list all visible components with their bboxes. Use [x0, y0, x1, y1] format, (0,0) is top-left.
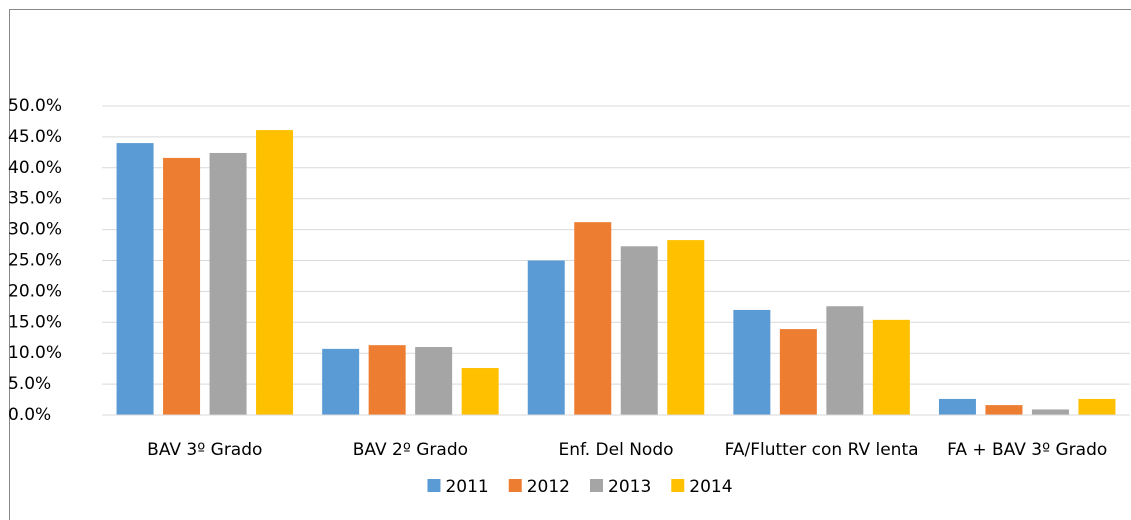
- legend-swatch: [508, 479, 522, 492]
- bar: [872, 319, 910, 415]
- bar: [116, 143, 154, 415]
- y-tick-label: 35.0%: [8, 189, 62, 209]
- x-tick-label: BAV 3º Grado: [147, 440, 262, 460]
- bar: [527, 260, 565, 415]
- bar: [415, 347, 453, 415]
- x-tick-label: BAV 2º Grado: [353, 440, 468, 460]
- y-tick-label: 30.0%: [8, 220, 62, 240]
- y-tick-label: 20.0%: [8, 281, 62, 301]
- legend-label: 2013: [608, 477, 651, 497]
- legend-label: 2011: [445, 477, 488, 497]
- bar: [574, 222, 612, 415]
- x-tick-label: Enf. Del Nodo: [558, 440, 673, 460]
- y-tick-label: 5.0%: [8, 374, 51, 394]
- bar: [779, 329, 817, 415]
- bar: [733, 309, 771, 415]
- legend-label: 2012: [527, 477, 570, 497]
- y-tick-label: 10.0%: [8, 343, 62, 363]
- legend-label: 2014: [689, 477, 732, 497]
- bar: [368, 345, 406, 415]
- x-tick-label: FA + BAV 3º Grado: [947, 440, 1107, 460]
- y-tick-label: 40.0%: [8, 158, 62, 178]
- bar: [985, 405, 1023, 415]
- y-tick-label: 50.0%: [8, 96, 62, 116]
- bar: [826, 306, 864, 415]
- bar: [1078, 398, 1116, 415]
- bar: [620, 246, 658, 415]
- bar: [461, 368, 499, 415]
- bar: [938, 398, 976, 415]
- y-tick-label: 45.0%: [8, 127, 62, 147]
- bar: [209, 152, 247, 415]
- bar: [163, 157, 201, 416]
- bar: [1031, 409, 1069, 415]
- y-tick-label: 15.0%: [8, 312, 62, 332]
- bar: [322, 348, 360, 415]
- legend-swatch: [590, 479, 603, 492]
- bar: [667, 240, 705, 415]
- bar: [256, 130, 294, 416]
- y-tick-label: 0.0%: [8, 405, 51, 425]
- legend-swatch: [427, 479, 441, 492]
- legend-swatch: [671, 479, 685, 492]
- y-tick-label: 25.0%: [8, 251, 62, 271]
- x-tick-label: FA/Flutter con RV lenta: [725, 440, 919, 460]
